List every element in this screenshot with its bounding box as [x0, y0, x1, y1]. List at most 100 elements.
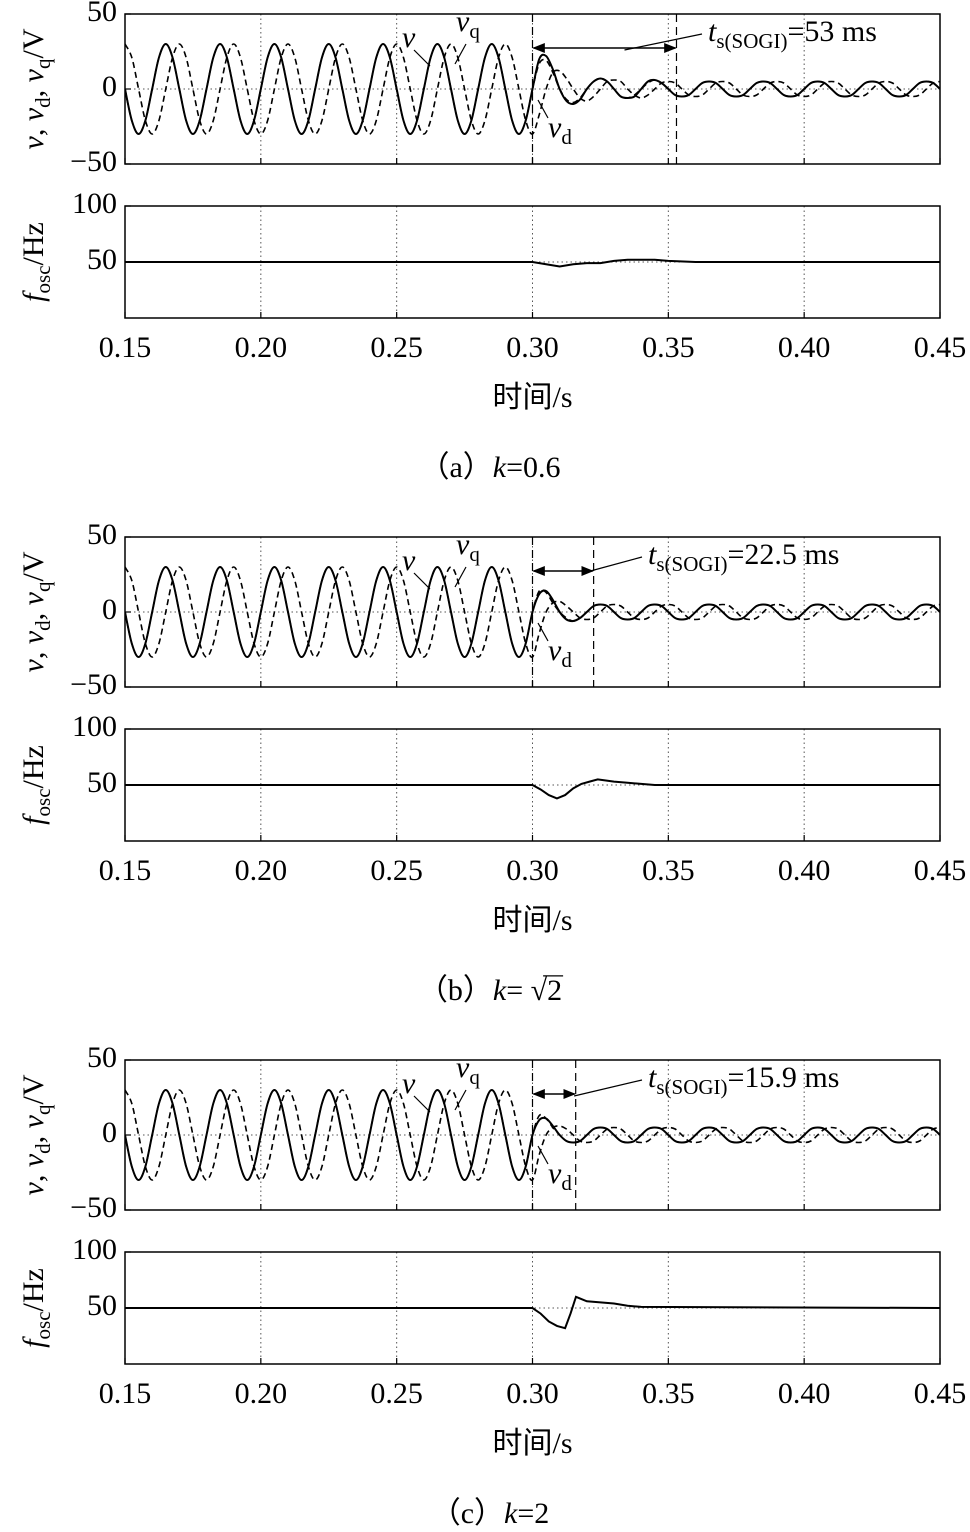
x-tick-label: 0.45: [914, 854, 967, 887]
subplot: 0.15 0.20 0.25 0.30 0.35 0.40 0.45 50 100 fosc/Hz…: [17, 1233, 966, 1530]
text-part: v: [17, 658, 50, 672]
x-tick-label: 0.20: [235, 854, 288, 887]
y-tick-label: −50: [70, 668, 117, 701]
x-tick-label: 0.30: [506, 331, 559, 364]
annotation: ts(SOGI)=53 ms: [708, 15, 877, 53]
data-line: [125, 778, 940, 800]
y-tick-label: 100: [72, 187, 117, 220]
x-tick-label: 0.30: [506, 854, 559, 887]
text-part: v: [17, 1114, 50, 1128]
text-part: ,: [17, 644, 50, 659]
text-part: v: [17, 1181, 50, 1195]
subscript: q: [469, 542, 480, 566]
leader-line: [413, 1095, 431, 1113]
leader-line: [537, 622, 549, 642]
text-part: v: [17, 135, 50, 149]
annotation: v: [402, 21, 416, 54]
subscript: q: [31, 581, 55, 592]
text-part: v: [402, 544, 416, 577]
x-axis-label: 时间/s: [492, 1427, 572, 1460]
y-tick-label: 50: [87, 0, 117, 28]
annotation: vd: [548, 111, 572, 149]
y-tick-label: 100: [72, 1233, 117, 1266]
caption: （b）k= √2: [418, 974, 562, 1007]
text-part: t: [648, 538, 657, 571]
subscript: d: [561, 1171, 572, 1195]
x-tick-label: 0.15: [99, 331, 152, 364]
annotation: v: [402, 544, 416, 577]
subscript: q: [31, 58, 55, 69]
subscript: osc: [31, 265, 55, 293]
subscript: d: [561, 648, 572, 672]
text-part: =22.5 ms: [728, 538, 840, 571]
subscript: q: [469, 19, 480, 43]
text-part: v: [17, 591, 50, 605]
annotation: vd: [548, 1157, 572, 1195]
caption-part: k: [504, 1497, 518, 1530]
caption-part: （c）: [431, 1497, 504, 1530]
text-part: /V: [17, 28, 50, 58]
text-part: v: [17, 107, 50, 121]
y-tick-label: −50: [70, 145, 117, 178]
caption-part: （a）: [419, 451, 492, 484]
text-part: v: [456, 5, 470, 38]
subscript: d: [31, 620, 55, 631]
leader-line: [413, 572, 431, 590]
x-axis-label: 时间/s: [492, 381, 572, 414]
annotation: v: [402, 1067, 416, 1100]
data-line: [125, 258, 940, 268]
caption-part: = √: [506, 974, 547, 1007]
subscript: d: [561, 125, 572, 149]
subscript: osc: [31, 1311, 55, 1339]
annotation: vq: [456, 528, 480, 566]
text-part: v: [402, 1067, 416, 1100]
subscript: q: [31, 1104, 55, 1115]
annotation: vd: [548, 634, 572, 672]
plot-frame: [124, 1251, 941, 1365]
subscript: osc: [31, 788, 55, 816]
y-axis-label: fosc/Hz: [17, 222, 55, 302]
leader-line: [537, 1145, 549, 1165]
text-part: /Hz: [17, 222, 50, 265]
leader-line: [454, 566, 467, 588]
caption-part: k: [493, 451, 507, 484]
x-tick-label: 0.25: [370, 331, 423, 364]
x-tick-label: 0.20: [235, 1377, 288, 1410]
leader-line: [413, 49, 431, 67]
x-tick-label: 0.35: [642, 331, 695, 364]
text-part: v: [17, 1153, 50, 1167]
data-line: [125, 1089, 940, 1181]
y-tick-label: 0: [102, 593, 117, 626]
x-tick-label: 0.20: [235, 331, 288, 364]
subscript: s(SOGI): [716, 29, 787, 53]
caption-part: （b）: [418, 974, 493, 1007]
x-tick-label: 0.45: [914, 331, 967, 364]
text-part: v: [548, 1157, 562, 1190]
x-tick-label: 0.40: [778, 1377, 831, 1410]
text-part: v: [456, 528, 470, 561]
y-axis-label: v, vd, vq/V: [17, 28, 55, 149]
text-part: ,: [17, 1128, 50, 1143]
text-part: ,: [17, 605, 50, 620]
x-tick-label: 0.40: [778, 331, 831, 364]
text-part: ,: [17, 82, 50, 97]
y-tick-label: 0: [102, 1116, 117, 1149]
y-axis-label: v, vd, vq/V: [17, 551, 55, 672]
subscript: q: [469, 1065, 480, 1089]
y-tick-label: 0: [102, 70, 117, 103]
subscript: d: [31, 1143, 55, 1154]
text-part: =53 ms: [788, 15, 877, 48]
x-tick-label: 0.25: [370, 854, 423, 887]
x-axis-label: 时间/s: [492, 904, 572, 937]
data-line: [125, 43, 940, 135]
text-part: t: [708, 15, 717, 48]
text-part: /V: [17, 1074, 50, 1104]
subscript: s(SOGI): [656, 552, 727, 576]
annotation: vq: [456, 5, 480, 43]
subscript: d: [31, 97, 55, 108]
subplot: 0.15 0.20 0.25 0.30 0.35 0.40 0.45 50 100 fosc/Hz…: [17, 187, 966, 484]
y-tick-label: 50: [87, 243, 117, 276]
